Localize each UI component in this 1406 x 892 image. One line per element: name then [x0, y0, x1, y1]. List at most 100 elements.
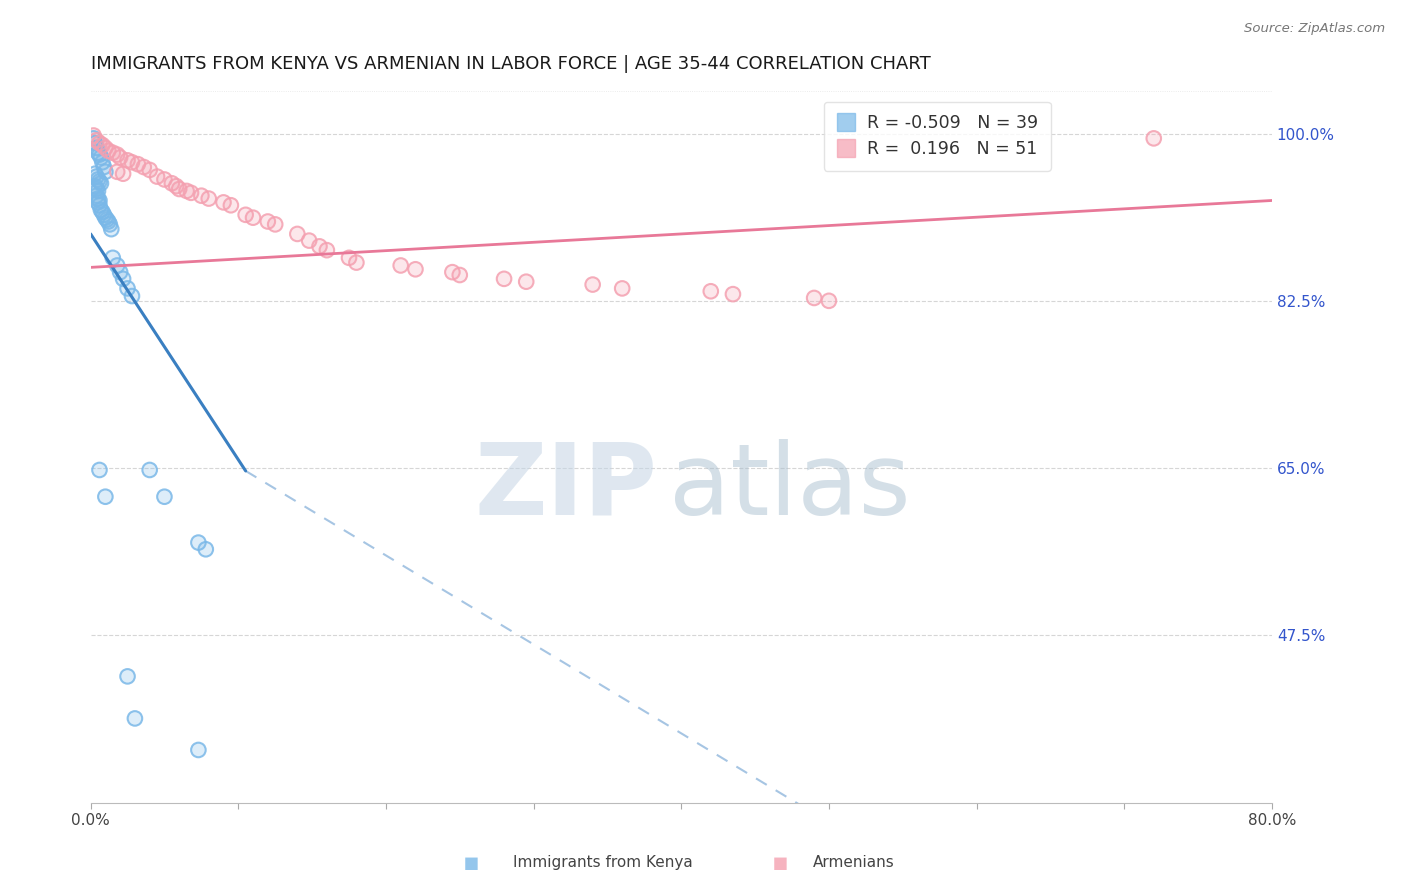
Point [87, 145, 110, 160]
Point [308, 239, 330, 253]
Point [84, 179, 107, 194]
Point [94, 490, 117, 504]
Point [494, 272, 516, 286]
Point [187, 535, 209, 549]
Point [94, 165, 117, 179]
Point [212, 195, 235, 210]
Point [1143, 131, 1166, 145]
Point [121, 289, 143, 303]
Point [449, 268, 471, 282]
Point [112, 167, 135, 181]
Point [98, 218, 121, 232]
Point [337, 251, 360, 265]
Point [315, 243, 337, 257]
Point [153, 490, 176, 504]
Point [404, 262, 426, 277]
Point [94, 211, 117, 225]
Point [108, 265, 131, 279]
Point [84, 167, 107, 181]
Point [87, 192, 110, 206]
Point [124, 711, 146, 725]
Point [96, 212, 118, 227]
Point [96, 212, 118, 227]
Point [285, 227, 308, 241]
Point [83, 128, 105, 143]
Point [441, 265, 464, 279]
Point [264, 218, 287, 232]
Point [285, 227, 308, 241]
Point [94, 141, 117, 155]
Point [93, 160, 115, 174]
Point [89, 136, 111, 150]
Point [91, 155, 114, 169]
Point [212, 195, 235, 210]
Point [87, 184, 110, 198]
Point [86, 133, 108, 147]
Point [264, 218, 287, 232]
Point [105, 147, 128, 161]
Point [167, 182, 190, 196]
Point [84, 136, 107, 150]
Point [721, 287, 744, 301]
Point [612, 281, 634, 295]
Point [700, 285, 723, 299]
Point [190, 188, 212, 202]
Point [344, 255, 367, 269]
Point [176, 184, 198, 198]
Point [138, 463, 160, 477]
Point [242, 211, 264, 225]
Point [315, 243, 337, 257]
Point [100, 222, 122, 236]
Point [187, 743, 209, 757]
Point [582, 277, 605, 292]
Point [87, 192, 110, 206]
Point [124, 711, 146, 725]
Point [121, 155, 143, 169]
Point [94, 211, 117, 225]
Point [83, 128, 105, 143]
Point [127, 157, 149, 171]
Point [219, 198, 242, 212]
Point [818, 293, 841, 308]
Point [101, 145, 124, 160]
Point [97, 214, 120, 228]
Point [84, 136, 107, 150]
Text: atlas: atlas [669, 439, 911, 536]
Point [515, 275, 537, 289]
Point [89, 147, 111, 161]
Point [344, 255, 367, 269]
Text: ▪: ▪ [463, 851, 479, 874]
Point [89, 463, 111, 477]
Point [90, 151, 112, 165]
Point [194, 542, 217, 557]
Point [117, 281, 139, 295]
Point [86, 141, 108, 155]
Point [91, 138, 114, 153]
Point [337, 251, 360, 265]
Point [160, 176, 183, 190]
Point [101, 251, 124, 265]
Point [187, 535, 209, 549]
Point [91, 138, 114, 153]
Point [298, 234, 321, 248]
Text: Armenians: Armenians [813, 855, 894, 870]
Point [256, 214, 278, 228]
Point [90, 176, 112, 190]
Point [194, 542, 217, 557]
Point [132, 160, 155, 174]
Point [108, 151, 131, 165]
Point [93, 208, 115, 222]
Text: IMMIGRANTS FROM KENYA VS ARMENIAN IN LABOR FORCE | AGE 35-44 CORRELATION CHART: IMMIGRANTS FROM KENYA VS ARMENIAN IN LAB… [90, 55, 931, 73]
Text: ▪: ▪ [772, 851, 789, 874]
Point [94, 141, 117, 155]
Point [89, 194, 111, 208]
Point [86, 169, 108, 184]
Text: ZIP: ZIP [475, 439, 658, 536]
Point [449, 268, 471, 282]
Point [404, 262, 426, 277]
Point [160, 176, 183, 190]
Point [112, 272, 135, 286]
Point [90, 202, 112, 217]
Point [100, 222, 122, 236]
Point [86, 188, 108, 202]
